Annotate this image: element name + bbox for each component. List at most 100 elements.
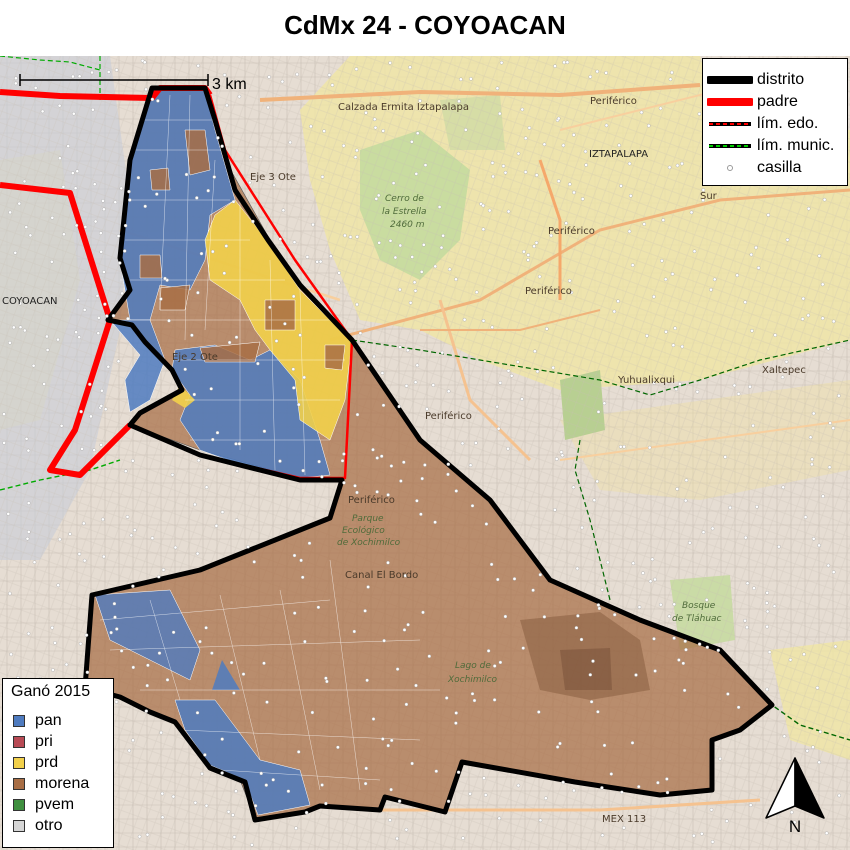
casilla-dot bbox=[364, 111, 368, 115]
casilla-dot bbox=[131, 584, 135, 588]
casilla-dot bbox=[805, 749, 810, 753]
casilla-dot bbox=[768, 475, 772, 480]
casilla-dot bbox=[265, 700, 269, 704]
casilla-dot bbox=[363, 781, 368, 786]
casilla-dot bbox=[822, 197, 827, 202]
casilla-dot bbox=[596, 603, 601, 607]
casilla-dot bbox=[709, 287, 713, 292]
casilla-dot bbox=[410, 255, 414, 259]
winner-label-prd: prd bbox=[35, 754, 59, 771]
casilla-dot bbox=[113, 200, 118, 204]
casilla-dot bbox=[709, 808, 714, 812]
casilla-dot bbox=[317, 459, 321, 464]
casilla-dot bbox=[677, 658, 681, 662]
casilla-dot bbox=[414, 172, 419, 176]
casilla-dot bbox=[538, 572, 543, 577]
map-canvas[interactable]: COYOACAN IZTAPALAPA Cerro de la Estrella… bbox=[0, 56, 850, 850]
casilla-dot bbox=[735, 273, 739, 278]
casilla-dot bbox=[340, 459, 345, 463]
casilla-dot bbox=[73, 186, 78, 190]
casilla-dot bbox=[102, 554, 106, 559]
casilla-dot bbox=[588, 75, 593, 79]
section-boundaries bbox=[99, 94, 440, 791]
casilla-dot bbox=[423, 163, 428, 167]
casilla-dot bbox=[484, 522, 489, 526]
casilla-dot bbox=[503, 614, 508, 619]
casilla-dot bbox=[50, 260, 54, 264]
casilla-dot bbox=[234, 335, 239, 339]
casilla-dot bbox=[474, 441, 478, 445]
casilla-dot bbox=[826, 346, 831, 351]
casilla-dot bbox=[712, 277, 717, 282]
casilla-dot bbox=[469, 77, 473, 81]
casilla-dot bbox=[8, 591, 12, 596]
casilla-dot bbox=[683, 639, 687, 643]
swatch-pvem bbox=[13, 799, 25, 811]
casilla-dot bbox=[600, 833, 605, 838]
winner-label-morena: morena bbox=[35, 775, 90, 792]
casilla-dot bbox=[13, 251, 18, 255]
casilla-dot bbox=[672, 636, 676, 640]
legend-label-lim-munic: lím. munic. bbox=[757, 137, 835, 154]
casilla-dot bbox=[701, 188, 706, 192]
casilla-dot bbox=[575, 566, 580, 571]
casilla-dot bbox=[89, 414, 93, 419]
casilla-dot bbox=[355, 302, 359, 307]
casilla-dot bbox=[26, 448, 31, 453]
casilla-dot bbox=[99, 250, 103, 254]
casilla-dot bbox=[454, 489, 459, 493]
casilla-dot bbox=[439, 245, 444, 250]
casilla-dot bbox=[415, 363, 420, 368]
casilla-dot bbox=[589, 700, 594, 704]
district-pan-west bbox=[109, 319, 166, 413]
casilla-dot bbox=[817, 543, 821, 548]
casilla-dot bbox=[399, 479, 403, 483]
legend-label-lim-edo: lím. edo. bbox=[757, 115, 819, 132]
casilla-dot bbox=[661, 218, 666, 222]
casilla-dot bbox=[355, 412, 360, 417]
casilla-dot bbox=[684, 478, 689, 482]
district-morena-patches bbox=[139, 129, 346, 371]
casilla-dot bbox=[553, 508, 557, 512]
casilla-dot bbox=[330, 83, 335, 87]
casilla-dot bbox=[316, 605, 321, 610]
casilla-dot bbox=[126, 316, 130, 321]
casilla-dot bbox=[748, 384, 752, 389]
casilla-dot bbox=[419, 270, 424, 274]
casilla-dot bbox=[211, 249, 215, 254]
casilla-dot bbox=[446, 389, 451, 394]
casilla-dot bbox=[641, 571, 645, 575]
legend-item-casilla: casilla bbox=[703, 157, 849, 179]
casilla-dot bbox=[491, 174, 495, 179]
casilla-dot bbox=[604, 71, 608, 75]
casilla-dot bbox=[710, 526, 715, 531]
casilla-dot bbox=[127, 189, 131, 194]
casilla-dot bbox=[375, 456, 379, 460]
casilla-dot bbox=[675, 487, 679, 491]
casilla-dot bbox=[115, 627, 119, 631]
casilla-dot bbox=[527, 126, 532, 130]
casilla-dot bbox=[752, 586, 756, 590]
casilla-dot bbox=[489, 562, 494, 567]
casilla-dot bbox=[17, 201, 22, 206]
casilla-dot bbox=[501, 164, 506, 168]
casilla-dot bbox=[237, 442, 242, 446]
casilla-dot bbox=[377, 241, 381, 245]
casilla-dot bbox=[462, 317, 467, 322]
casilla-dot bbox=[192, 392, 197, 397]
casilla-dot bbox=[553, 64, 557, 68]
casilla-dot bbox=[74, 330, 78, 334]
winner-label-pri: pri bbox=[35, 733, 53, 750]
casilla-dot bbox=[329, 254, 333, 258]
casilla-dot bbox=[785, 238, 790, 242]
label-periferico-3: Periférico bbox=[525, 285, 572, 297]
casilla-dot bbox=[817, 760, 821, 765]
casilla-dot bbox=[808, 435, 813, 440]
swatch-pan bbox=[13, 715, 25, 727]
casilla-dot bbox=[422, 243, 426, 247]
casilla-dot bbox=[446, 472, 450, 477]
casilla-dot bbox=[248, 155, 253, 159]
casilla-dot bbox=[837, 793, 841, 798]
casilla-dot bbox=[818, 729, 823, 734]
casilla-dot bbox=[806, 313, 811, 318]
